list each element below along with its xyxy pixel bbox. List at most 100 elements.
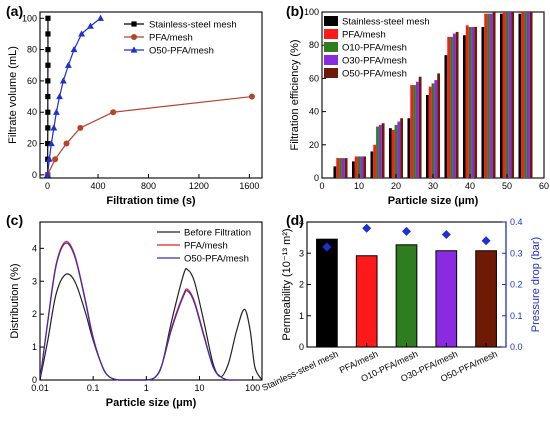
x-tick-label: 400 — [91, 181, 106, 191]
x-tick-label: 800 — [141, 181, 156, 191]
bar — [342, 158, 345, 178]
y-tick-label: 0 — [32, 170, 37, 180]
x-tick-label: 50 — [502, 181, 512, 191]
data-point — [45, 63, 50, 68]
data-point — [63, 141, 69, 147]
x-tick-label: 0.1 — [87, 383, 100, 393]
data-point — [60, 77, 67, 83]
legend-label: PFA/mesh — [184, 241, 228, 252]
series-line — [48, 18, 101, 175]
y-tick-label: 0 — [314, 173, 319, 183]
bar — [481, 27, 484, 178]
data-point — [45, 31, 50, 36]
y-tick-label: 20 — [309, 140, 319, 150]
bar — [392, 130, 395, 178]
y-tick-label: 100 — [304, 7, 319, 17]
series-triangle — [44, 15, 104, 178]
y2-tick-label: 0.1 — [510, 311, 523, 321]
series-line — [48, 97, 252, 175]
bar — [352, 161, 355, 178]
bar — [355, 156, 358, 178]
data-point — [45, 110, 50, 115]
x-tick-label: 0 — [319, 181, 324, 191]
y2-tick-label: 0.0 — [510, 342, 523, 352]
pressure-drop-point — [362, 224, 371, 233]
bar — [382, 123, 385, 178]
y-axis-label: Filtration efficiency (%) — [289, 39, 301, 150]
bar — [376, 127, 379, 178]
data-point — [45, 78, 50, 83]
series-circle — [45, 94, 255, 178]
bar — [527, 12, 530, 178]
data-point — [56, 93, 63, 99]
bar — [336, 158, 339, 178]
y-tick-label: 1 — [32, 342, 37, 352]
bar — [389, 128, 392, 178]
bar — [339, 158, 342, 178]
bar — [345, 158, 348, 178]
legend-swatch — [324, 16, 338, 26]
legend-swatch — [324, 68, 338, 78]
data-point — [77, 125, 83, 131]
y-tick-label: 2 — [32, 309, 37, 319]
data-point — [45, 16, 50, 21]
bar — [450, 37, 453, 178]
bar — [469, 27, 472, 178]
bar — [370, 151, 373, 178]
bar — [453, 34, 456, 178]
bar — [373, 145, 376, 178]
x-tick-label: 1 — [144, 383, 149, 393]
panel-letter: (b) — [286, 3, 304, 19]
y-tick-label: 3 — [32, 276, 37, 286]
permeability-bar — [317, 239, 338, 347]
data-point — [45, 94, 50, 99]
x-tick-label: 100 — [245, 383, 260, 393]
data-point — [65, 62, 72, 68]
x-tick-label: 10 — [194, 383, 204, 393]
legend-label: Stainless-steel mesh — [149, 20, 237, 31]
y-tick-label: 60 — [309, 73, 319, 83]
y-axis-label: Distribution (%) — [9, 263, 21, 338]
y-tick-label: 40 — [309, 107, 319, 117]
bar — [395, 125, 398, 178]
x-tick-label: 60 — [539, 181, 549, 191]
bar — [413, 85, 416, 178]
bar — [500, 14, 503, 178]
y-tick-label: 60 — [27, 76, 37, 86]
bar — [521, 12, 524, 178]
data-point — [45, 125, 50, 130]
bar — [490, 14, 493, 178]
bar — [518, 14, 521, 178]
pressure-drop-point — [442, 230, 451, 239]
legend-label: O30-PFA/mesh — [342, 56, 407, 67]
panel-c-frame — [40, 222, 262, 380]
bar — [434, 80, 437, 178]
bar — [503, 12, 506, 178]
bar — [444, 55, 447, 178]
x-tick-label: 1600 — [239, 181, 259, 191]
bar — [508, 12, 511, 178]
bar — [429, 87, 432, 178]
legend-label: Before Filtration — [184, 228, 251, 239]
y2-tick-label: 0.2 — [510, 280, 523, 290]
permeability-bar — [356, 256, 377, 347]
legend-label: PFA/mesh — [342, 30, 386, 41]
permeability-bar — [476, 251, 497, 347]
x-axis-label: Particle size (μm) — [388, 195, 479, 207]
legend-swatch — [324, 55, 338, 65]
permeability-bar — [436, 251, 457, 347]
y-tick-label: 2 — [299, 280, 304, 290]
legend-swatch — [324, 29, 338, 39]
data-point — [110, 109, 116, 115]
legend-label: O50-PFA/mesh — [342, 69, 407, 80]
bar — [474, 27, 477, 178]
series-curve — [40, 269, 262, 380]
bar — [363, 156, 366, 178]
legend-label: O10-PFA/mesh — [342, 43, 407, 54]
bar — [471, 27, 474, 178]
x-axis-label: Particle size (μm) — [106, 397, 197, 409]
